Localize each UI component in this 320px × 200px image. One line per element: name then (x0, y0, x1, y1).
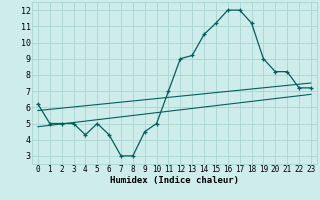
X-axis label: Humidex (Indice chaleur): Humidex (Indice chaleur) (110, 176, 239, 185)
